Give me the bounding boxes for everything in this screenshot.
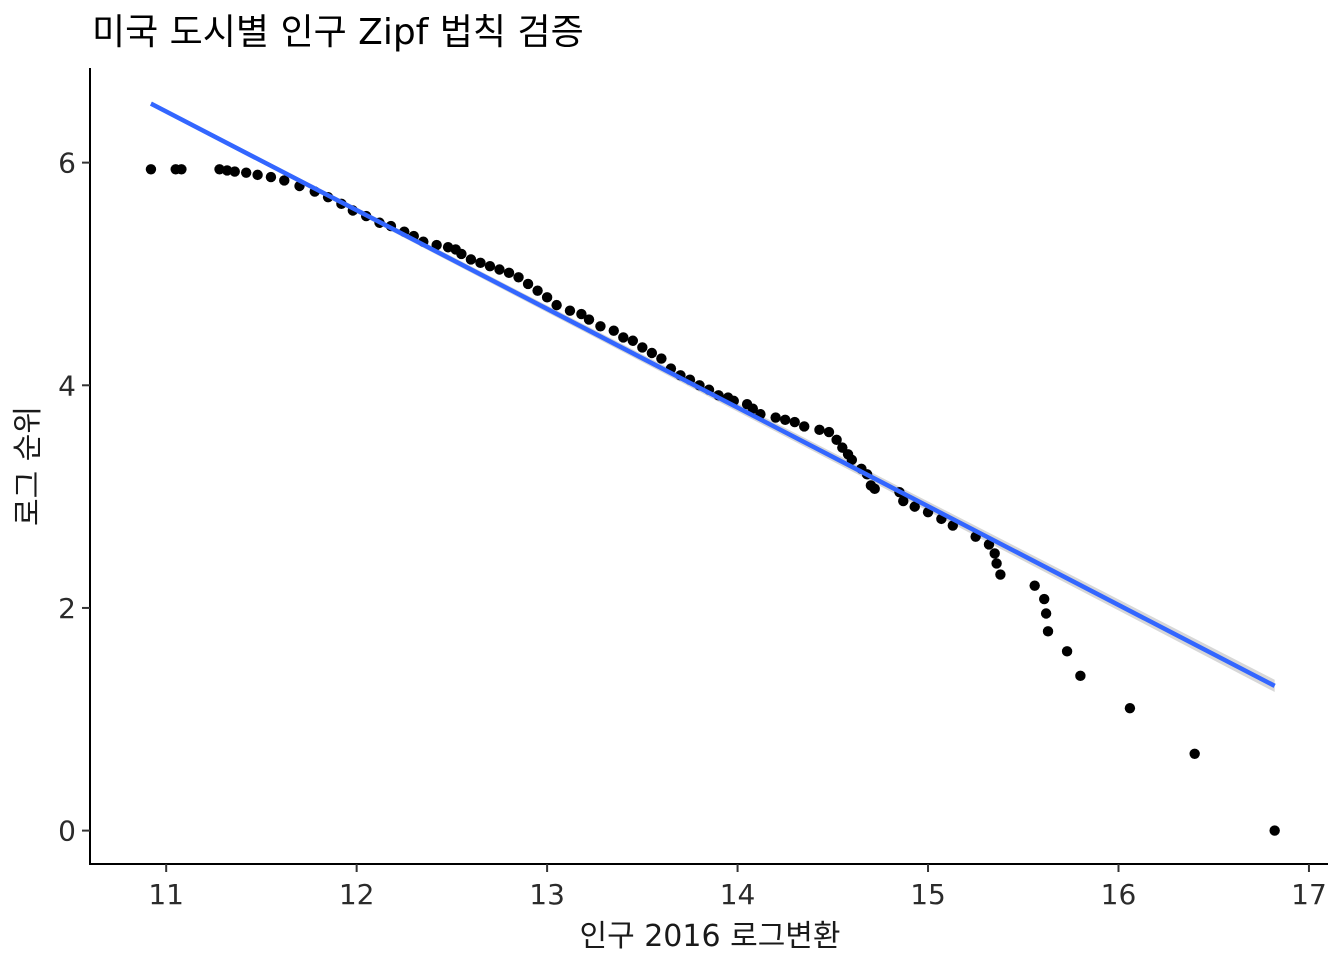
data-point: [456, 248, 467, 260]
x-tick-label: 15: [910, 878, 946, 911]
x-tick-label: 14: [720, 878, 756, 911]
data-point: [176, 164, 187, 175]
data-point: [1269, 825, 1280, 836]
data-point: [637, 342, 648, 353]
data-point: [789, 416, 800, 428]
data-point: [564, 305, 576, 316]
data-point: [145, 164, 157, 175]
data-point: [541, 292, 553, 303]
data-point: [513, 272, 524, 283]
data-point: [995, 569, 1006, 580]
data-point: [484, 260, 496, 272]
x-axis-label: 인구 2016 로그변환: [579, 919, 840, 954]
data-point: [909, 501, 920, 512]
x-tick-label: 16: [1101, 878, 1137, 911]
data-point: [1189, 748, 1200, 759]
data-point: [869, 483, 880, 495]
data-point: [532, 285, 543, 296]
y-axis-label: 로그 순위: [11, 406, 46, 526]
data-point: [608, 325, 619, 336]
x-tick-label: 11: [148, 878, 184, 911]
data-point: [823, 426, 835, 438]
x-tick-label: 12: [339, 878, 375, 911]
data-point: [1075, 670, 1086, 682]
plot-area: [145, 101, 1280, 836]
data-point: [551, 299, 562, 311]
data-point: [779, 414, 791, 425]
y-tick-label: 2: [58, 592, 76, 625]
data-point: [465, 254, 477, 265]
data-point: [656, 353, 667, 364]
fit-line: [149, 101, 1276, 688]
data-point: [627, 335, 639, 346]
y-tick-label: 6: [58, 147, 76, 180]
data-point: [214, 164, 225, 175]
x-tick-label: 13: [529, 878, 565, 911]
data-point: [747, 403, 759, 414]
data-point: [494, 264, 505, 275]
y-tick-label: 0: [58, 815, 76, 848]
data-point: [1029, 580, 1040, 591]
data-point: [618, 332, 629, 343]
axes: [89, 68, 1328, 865]
data-point: [1042, 626, 1054, 637]
data-point: [252, 169, 263, 181]
data-point: [989, 548, 1000, 559]
data-point: [646, 347, 658, 359]
data-point: [814, 424, 825, 436]
y-axis-ticks: 0 2 4 6: [58, 147, 90, 848]
data-point: [583, 314, 595, 325]
data-point: [799, 421, 810, 432]
data-point: [898, 495, 909, 507]
data-point: [1040, 608, 1052, 619]
data-point: [770, 412, 781, 423]
chart-title: 미국 도시별 인구 Zipf 법칙 검증: [92, 12, 584, 53]
data-point: [431, 239, 442, 251]
data-point: [1039, 593, 1050, 605]
data-point: [576, 308, 587, 320]
data-point: [846, 454, 858, 466]
data-point: [595, 321, 606, 332]
y-tick-label: 4: [58, 369, 76, 402]
data-point: [221, 165, 233, 176]
data-point: [229, 166, 240, 177]
data-point: [279, 175, 290, 186]
data-point: [991, 558, 1002, 569]
data-point: [831, 434, 842, 446]
data-point: [503, 267, 515, 279]
x-axis-ticks: 11 12 13 14 15 16 17: [148, 864, 1327, 911]
x-tick-label: 17: [1291, 878, 1327, 911]
data-point: [240, 167, 252, 178]
data-point: [522, 278, 534, 290]
data-point: [475, 257, 486, 269]
data-point: [1124, 702, 1136, 714]
data-point: [983, 539, 995, 550]
data-point: [265, 171, 277, 183]
data-point: [1061, 646, 1073, 657]
